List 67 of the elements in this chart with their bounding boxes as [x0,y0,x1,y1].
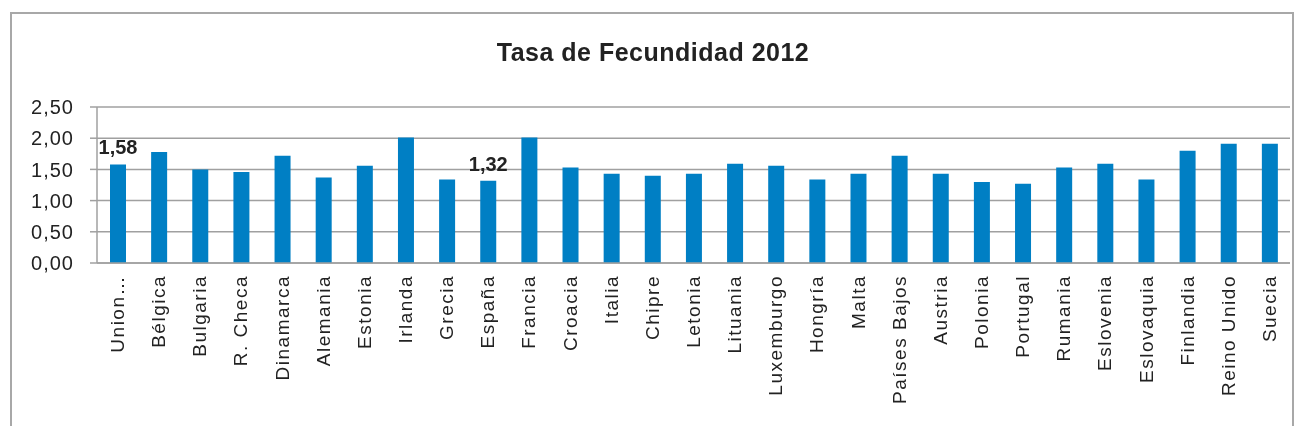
bar [1097,163,1114,263]
x-tick-label: Austria [929,275,951,345]
bar [439,179,456,263]
x-tick-label: Union… [107,275,129,353]
x-tick-label: Suecia [1258,275,1280,343]
bar [768,165,785,263]
x-tick-label: Luxemburgo [765,275,787,396]
x-tick-label: Alemania [312,275,334,367]
bar [562,167,579,263]
chart-title: Tasa de Fecundidad 2012 [495,38,811,67]
x-tick-label: Polonia [970,275,992,349]
data-label: 1,32 [468,152,508,175]
x-tick-label: Portugal [1012,275,1034,358]
bar [727,163,744,263]
bar [274,155,291,263]
x-tick-label: Croacia [559,275,581,351]
bar [1261,143,1278,263]
bar [644,175,661,263]
x-tick-label: Francia [518,275,540,349]
x-tick-label: Chipre [641,275,663,340]
bar [1220,143,1237,263]
y-tick-label: 1,00 [31,189,74,212]
x-tick-label: Países Bajos [888,275,910,404]
bar [192,169,209,263]
bar [973,181,990,263]
bar [151,151,168,263]
x-tick-label: Italia [600,275,622,325]
x-tick-label: Eslovenia [1094,275,1116,371]
y-tick-label: 0,00 [31,252,74,275]
bar [1179,150,1196,263]
y-tick-label: 0,50 [31,220,74,243]
x-tick-label: Hongría [806,275,828,354]
bar [521,137,538,263]
x-tick-label: Letonia [683,275,704,348]
x-tick-label: Bulgaria [189,275,211,357]
x-tick-label: Finlandia [1176,275,1198,366]
x-tick-label: Estonia [353,275,375,349]
bar [932,173,949,263]
y-tick-label: 1,50 [31,158,74,181]
bar [356,165,373,263]
x-tick-label: España [477,275,499,349]
bar [685,173,702,263]
bar [850,173,867,263]
bar [480,180,497,263]
bar [1056,167,1073,263]
x-tick-label: Grecia [436,275,458,340]
bar [809,179,826,263]
y-tick-label: 2,50 [31,96,74,119]
bar [891,155,908,263]
data-label: 1,58 [98,136,138,159]
x-tick-label: Malta [847,275,869,329]
x-tick-label: Rumania [1053,275,1075,362]
bar [1138,179,1155,263]
bar [397,137,414,263]
x-tick-label: Eslovaquia [1135,275,1157,383]
y-tick-label: 2,00 [31,127,74,150]
bar [1015,183,1032,263]
x-tick-label: Bélgica [148,275,170,348]
bar [315,177,332,263]
x-tick-label: Dinamarca [271,275,293,381]
x-tick-label: Lituania [724,275,746,354]
x-tick-label: Irlanda [395,275,417,344]
x-tick-label: R. Checa [230,275,252,367]
bar [603,173,620,263]
x-tick-label: Reino Unido [1217,275,1239,397]
bar [110,164,126,263]
bar [233,171,250,263]
